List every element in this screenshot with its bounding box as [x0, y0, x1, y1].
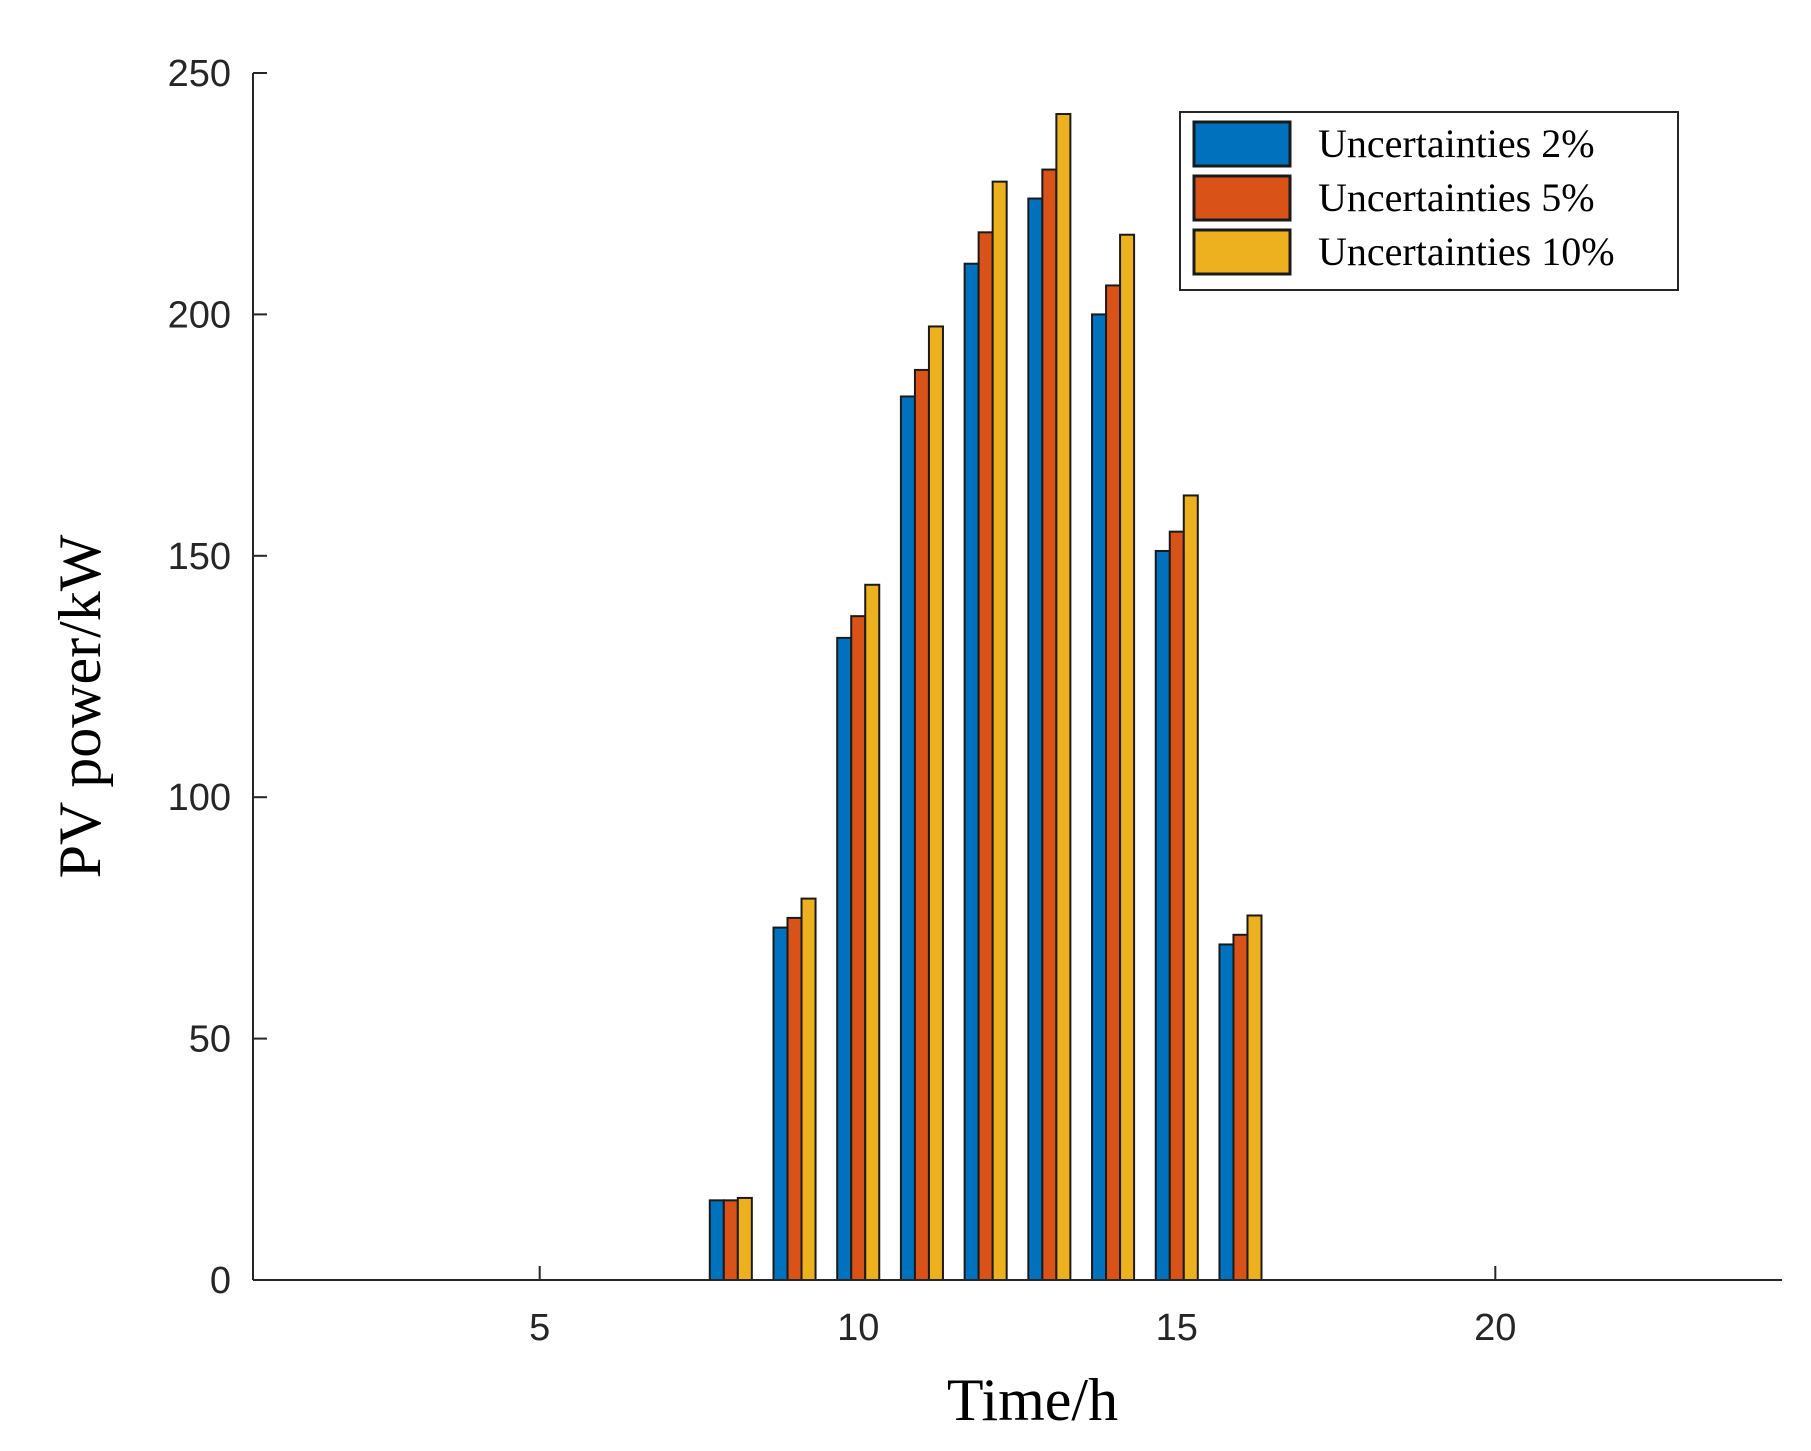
- bar: [977, 231, 994, 1282]
- bar: [708, 1199, 725, 1282]
- bar: [913, 368, 930, 1281]
- bar: [1055, 113, 1072, 1282]
- y-tick-label: 200: [168, 294, 231, 336]
- legend-label: Uncertainties 10%: [1318, 229, 1615, 274]
- y-axis-label: PV power/kW: [47, 534, 113, 878]
- x-axis-ticks: 5 10 15 20: [529, 1266, 1516, 1349]
- bar-series: [708, 113, 1263, 1282]
- bar: [864, 583, 881, 1281]
- y-tick-label: 0: [210, 1260, 231, 1302]
- x-tick-label: 20: [1474, 1307, 1516, 1349]
- y-tick-label: 250: [168, 53, 231, 95]
- bar: [1027, 197, 1044, 1282]
- bar: [850, 615, 867, 1281]
- bar: [899, 395, 916, 1281]
- bar: [1182, 494, 1199, 1281]
- y-axis-ticks: 0 50 100 150 200 250: [168, 53, 267, 1302]
- bar: [1041, 168, 1058, 1281]
- bar: [1168, 530, 1185, 1281]
- bar: [1218, 943, 1235, 1281]
- legend-label: Uncertainties 2%: [1318, 121, 1595, 166]
- bar: [800, 897, 817, 1281]
- bar: [1119, 233, 1136, 1281]
- y-tick-label: 100: [168, 777, 231, 819]
- bar: [1091, 313, 1108, 1281]
- x-tick-label: 5: [529, 1307, 550, 1349]
- bar: [1105, 284, 1122, 1281]
- bar: [722, 1199, 739, 1282]
- legend-label: Uncertainties 5%: [1318, 175, 1595, 220]
- bar: [963, 262, 980, 1281]
- bar: [927, 325, 944, 1282]
- bar: [1246, 914, 1263, 1282]
- bar: [991, 180, 1008, 1281]
- bar: [786, 916, 803, 1282]
- bar: [1232, 933, 1249, 1281]
- x-axis-label: Time/h: [947, 1367, 1118, 1433]
- bar: [772, 926, 789, 1282]
- series-3: [736, 113, 1263, 1282]
- legend-swatch: [1192, 120, 1292, 168]
- y-tick-label: 50: [189, 1019, 231, 1061]
- legend-item: Uncertainties 10%: [1192, 228, 1615, 276]
- bar: [1154, 549, 1171, 1281]
- bar: [736, 1196, 753, 1281]
- legend: Uncertainties 2% Uncertainties 5% Uncertai…: [1179, 111, 1679, 291]
- x-tick-label: 15: [1156, 1307, 1198, 1349]
- legend-swatch: [1192, 174, 1292, 222]
- y-tick-label: 150: [168, 536, 231, 578]
- legend-item: Uncertainties 5%: [1192, 174, 1595, 222]
- legend-swatch: [1192, 228, 1292, 276]
- bar: [836, 636, 853, 1281]
- legend-item: Uncertainties 2%: [1192, 120, 1595, 168]
- x-tick-label: 10: [837, 1307, 879, 1349]
